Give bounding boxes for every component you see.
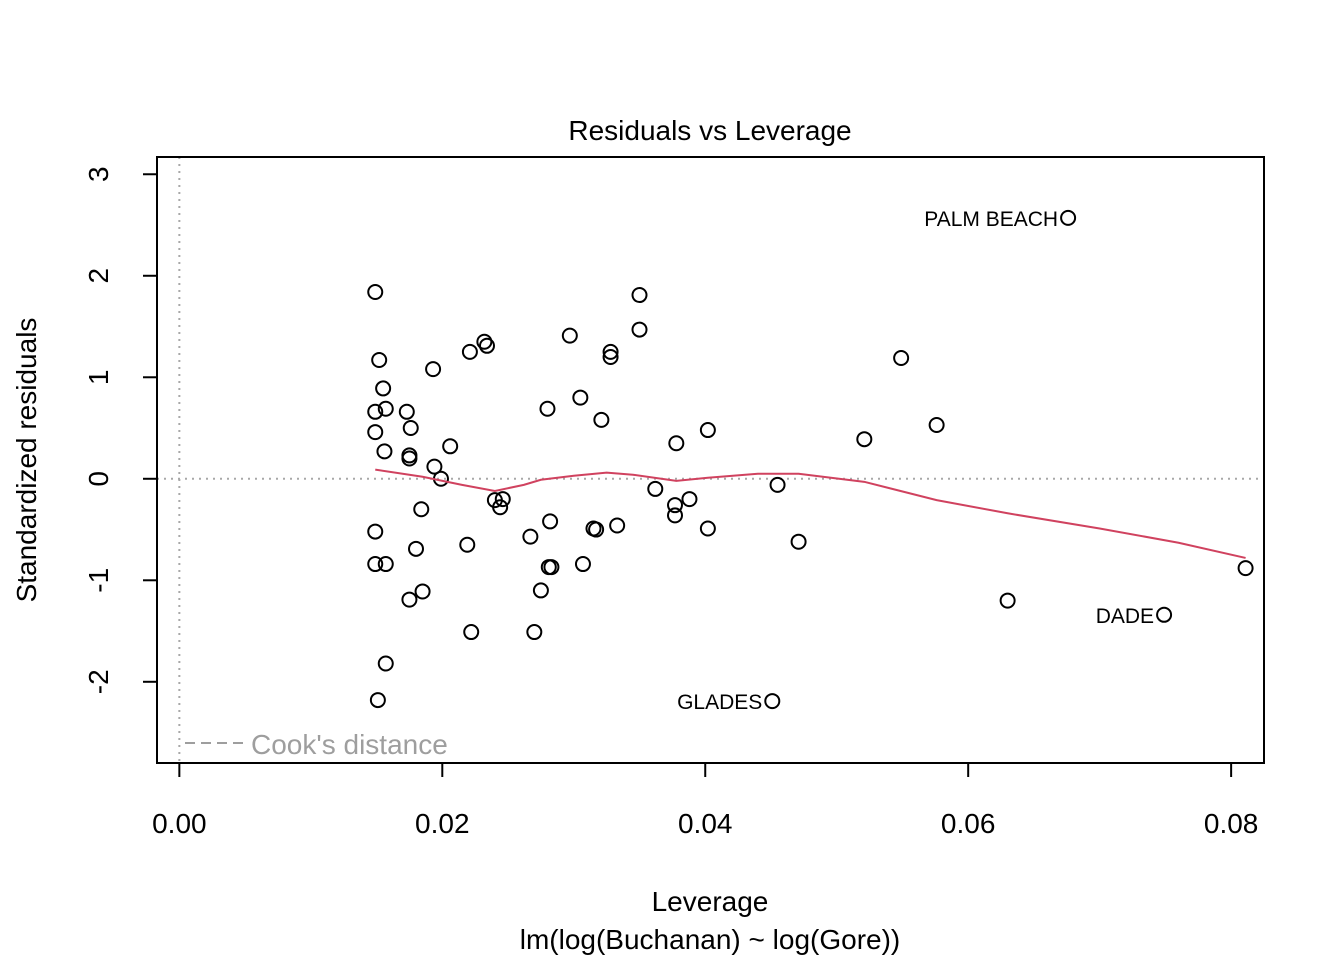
point-label: GLADES <box>677 691 762 714</box>
data-point <box>572 389 589 406</box>
data-point <box>699 422 716 439</box>
data-point <box>398 403 415 420</box>
data-point <box>377 400 394 417</box>
data-point <box>681 491 698 508</box>
x-tick-label: 0.04 <box>678 808 733 839</box>
data-point <box>376 443 393 460</box>
data-point <box>492 499 509 516</box>
data-point <box>928 416 945 433</box>
data-point <box>375 380 392 397</box>
data-point <box>371 352 388 369</box>
point-label: PALM BEACH <box>924 208 1058 231</box>
x-tick-label: 0.02 <box>415 808 470 839</box>
data-point <box>631 287 648 304</box>
data-point <box>461 343 478 360</box>
data-point <box>764 693 781 710</box>
data-point <box>367 523 384 540</box>
chart-title: Residuals vs Leverage <box>568 115 851 146</box>
data-point <box>459 536 476 553</box>
data-point <box>367 424 384 441</box>
y-tick-label: 1 <box>83 369 114 385</box>
data-point <box>463 624 480 641</box>
y-tick-label: 3 <box>83 166 114 182</box>
data-point <box>426 458 443 475</box>
data-point <box>543 559 560 576</box>
data-point <box>539 400 556 417</box>
data-point <box>425 361 442 378</box>
data-point <box>377 655 394 672</box>
data-point <box>367 556 384 573</box>
legend: Cook's distance <box>185 729 448 760</box>
model-formula: lm(log(Buchanan) ~ log(Gore)) <box>520 924 901 955</box>
data-point <box>699 520 716 537</box>
data-point <box>574 556 591 573</box>
y-axis-label: Standardized residuals <box>11 318 42 603</box>
y-tick-label: -1 <box>83 568 114 593</box>
data-point <box>667 497 684 514</box>
data-point <box>1237 560 1254 577</box>
data-point <box>856 431 873 448</box>
data-point <box>769 476 786 493</box>
smoother-line <box>375 468 1246 559</box>
legend-label: Cook's distance <box>251 729 448 760</box>
data-point <box>588 521 605 538</box>
data-point <box>647 480 664 497</box>
data-point <box>790 533 807 550</box>
data-point <box>522 528 539 545</box>
data-point <box>401 591 418 608</box>
point-label: DADE <box>1096 605 1154 628</box>
y-tick-label: 2 <box>83 268 114 284</box>
data-points <box>367 209 1254 710</box>
data-point <box>1156 606 1173 623</box>
data-point <box>602 348 619 365</box>
data-point <box>593 411 610 428</box>
data-point <box>893 349 910 366</box>
data-point <box>413 501 430 518</box>
data-point <box>442 438 459 455</box>
data-point <box>999 592 1016 609</box>
data-point <box>414 583 431 600</box>
data-point <box>631 321 648 338</box>
data-point <box>494 491 511 508</box>
data-point <box>526 624 543 641</box>
data-point <box>478 337 495 354</box>
data-point <box>668 435 685 452</box>
data-point <box>667 507 684 524</box>
data-point <box>408 540 425 557</box>
data-point <box>602 343 619 360</box>
point-labels: PALM BEACH DADE GLADES <box>677 208 1154 714</box>
x-tick-label: 0.08 <box>1204 808 1259 839</box>
data-point <box>367 284 384 301</box>
data-point <box>1060 209 1077 226</box>
data-point <box>542 513 559 530</box>
x-tick-label: 0.00 <box>152 808 207 839</box>
data-point <box>476 333 493 350</box>
data-point <box>402 420 419 437</box>
data-point <box>369 692 386 709</box>
data-point <box>367 403 384 420</box>
x-axis-label: Leverage <box>652 886 769 917</box>
data-point <box>532 582 549 599</box>
data-point <box>561 327 578 344</box>
y-axis: -2 -1 0 1 2 3 <box>83 166 158 694</box>
x-tick-label: 0.06 <box>941 808 996 839</box>
data-point <box>609 517 626 534</box>
data-point <box>377 556 394 573</box>
y-tick-label: 0 <box>83 471 114 487</box>
y-tick-label: -2 <box>83 669 114 694</box>
x-axis: 0.00 0.02 0.04 0.06 0.08 <box>152 762 1259 839</box>
data-point <box>401 450 418 467</box>
plot-frame <box>156 156 1265 764</box>
